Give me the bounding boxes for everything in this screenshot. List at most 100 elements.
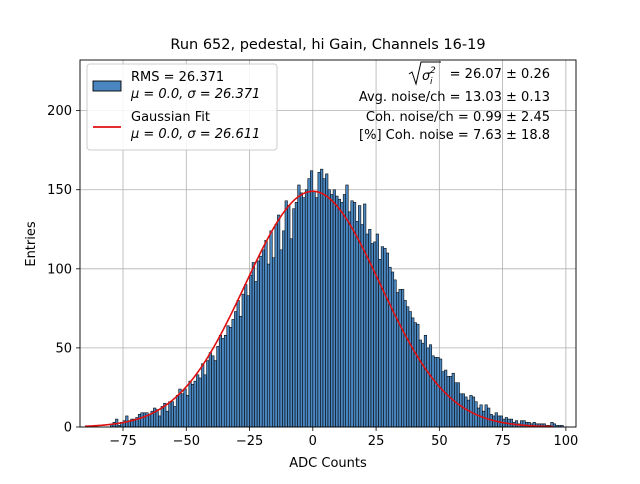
histogram-bar	[229, 327, 233, 428]
histogram-bar	[355, 221, 359, 428]
histogram-bar	[193, 380, 197, 428]
histogram-bar	[342, 194, 346, 428]
histogram-bar	[332, 189, 336, 428]
histogram-bar	[289, 238, 293, 428]
histogram-bar	[256, 260, 260, 428]
x-tick-label: 75	[494, 434, 511, 449]
histogram-bar	[266, 263, 271, 428]
histogram-bar	[155, 409, 159, 428]
histogram-bar	[350, 200, 354, 428]
histogram-bar	[294, 202, 298, 428]
histogram-bar	[251, 262, 255, 428]
y-axis-ticks: 0 50 100 150 200	[47, 104, 80, 436]
histogram-bar	[226, 325, 230, 428]
sqrt-sign	[408, 61, 441, 86]
histogram-bar	[196, 374, 200, 428]
histogram-bar	[239, 315, 243, 428]
histogram-bar	[454, 382, 458, 428]
histogram-bar	[552, 423, 557, 428]
histogram-bar	[330, 194, 334, 428]
histogram-bar	[284, 200, 288, 428]
legend-histogram-stats: μ = 0.0, σ = 26.371	[130, 87, 260, 102]
legend-box	[86, 63, 278, 151]
histogram-bar	[380, 246, 384, 428]
histogram-bar	[218, 334, 222, 428]
histogram-bar	[426, 347, 430, 428]
histogram-bar	[208, 352, 212, 428]
y-tick-label: 50	[55, 341, 72, 356]
histogram-bar	[388, 266, 392, 428]
histogram-bar	[413, 322, 417, 428]
histogram-bar	[482, 410, 486, 428]
histogram-bar	[203, 374, 207, 428]
histogram-bar	[390, 271, 395, 428]
legend: RMS = 26.371 μ = 0.0, σ = 26.371 Gaussia…	[86, 63, 278, 151]
x-tick-label: 0	[309, 434, 317, 449]
histogram-bar	[292, 208, 296, 428]
histogram-bar	[393, 279, 397, 428]
y-tick-label: 200	[47, 104, 72, 119]
histogram-bar	[254, 281, 258, 428]
histogram-bar	[325, 173, 329, 428]
histogram-bar	[307, 178, 311, 428]
histogram-bar	[160, 406, 164, 428]
histogram-bar	[198, 377, 202, 428]
plot-frame	[79, 59, 577, 428]
histogram-bar	[459, 393, 463, 428]
y-axis-label: Entries	[24, 221, 39, 267]
histogram-bar	[487, 407, 491, 428]
histogram-bar	[360, 224, 364, 428]
histogram-bar	[327, 189, 331, 428]
histogram-bar	[396, 292, 400, 428]
histogram-bar	[335, 195, 339, 428]
histogram-bar	[231, 319, 235, 428]
histogram-bar	[411, 317, 415, 428]
histogram-bar	[272, 257, 276, 428]
histogram-bar	[484, 404, 488, 428]
histogram-bar	[261, 249, 266, 428]
histogram-bar	[282, 230, 286, 428]
histogram-bar	[279, 249, 283, 428]
histogram-bar	[297, 184, 301, 428]
histogram-bar	[277, 214, 281, 428]
x-axis-ticks: −75 −50 −25 0 25 50 75 100	[109, 427, 578, 449]
histogram-bar	[274, 224, 278, 428]
histogram-bar	[183, 388, 187, 428]
legend-fit-label: Gaussian Fit	[131, 110, 210, 125]
histogram-bar	[385, 252, 390, 428]
avg-noise-annotation: Avg. noise/ch = 13.03 ± 0.13	[359, 90, 550, 105]
y-tick-label: 100	[47, 262, 72, 277]
histogram-bar	[406, 306, 410, 428]
histogram-bar	[398, 289, 402, 428]
histogram-bar	[363, 203, 367, 428]
histogram-bar	[315, 197, 319, 428]
histogram-bar	[299, 192, 303, 428]
legend-histogram-swatch	[92, 80, 122, 92]
chart-title: Run 652, pedestal, hi Gain, Channels 16-…	[170, 37, 485, 53]
histogram-bar	[175, 395, 179, 428]
legend-fit-stats: μ = 0.0, σ = 26.611	[130, 127, 260, 142]
histogram-bar	[403, 300, 407, 428]
histogram-bar	[191, 384, 195, 428]
x-tick-label: −50	[173, 434, 200, 449]
histogram-bar	[168, 401, 172, 428]
gaussian-fit-curve	[85, 190, 554, 428]
histogram-bar	[173, 406, 177, 428]
sigma-base: σ	[422, 69, 431, 84]
histogram-bar	[322, 178, 326, 428]
histogram-bar	[464, 396, 468, 428]
histogram-bar	[246, 295, 250, 428]
histogram-bar	[310, 170, 314, 428]
histogram-bar	[340, 202, 344, 428]
histogram-bar	[206, 360, 210, 428]
histogram-bar	[302, 197, 306, 428]
histogram-bar	[408, 311, 412, 428]
histogram-bar	[441, 371, 445, 428]
histogram-bar	[520, 420, 524, 428]
histogram-bar	[353, 202, 357, 428]
histogram-bar	[148, 414, 152, 428]
histogram-bar	[287, 205, 291, 428]
histogram-bar	[436, 357, 440, 428]
stats-annotations: σ 2 i = 26.07 ± 0.26 Avg. noise/ch = 13.…	[359, 61, 550, 143]
sigma-value: = 26.07 ± 0.26	[450, 67, 550, 82]
